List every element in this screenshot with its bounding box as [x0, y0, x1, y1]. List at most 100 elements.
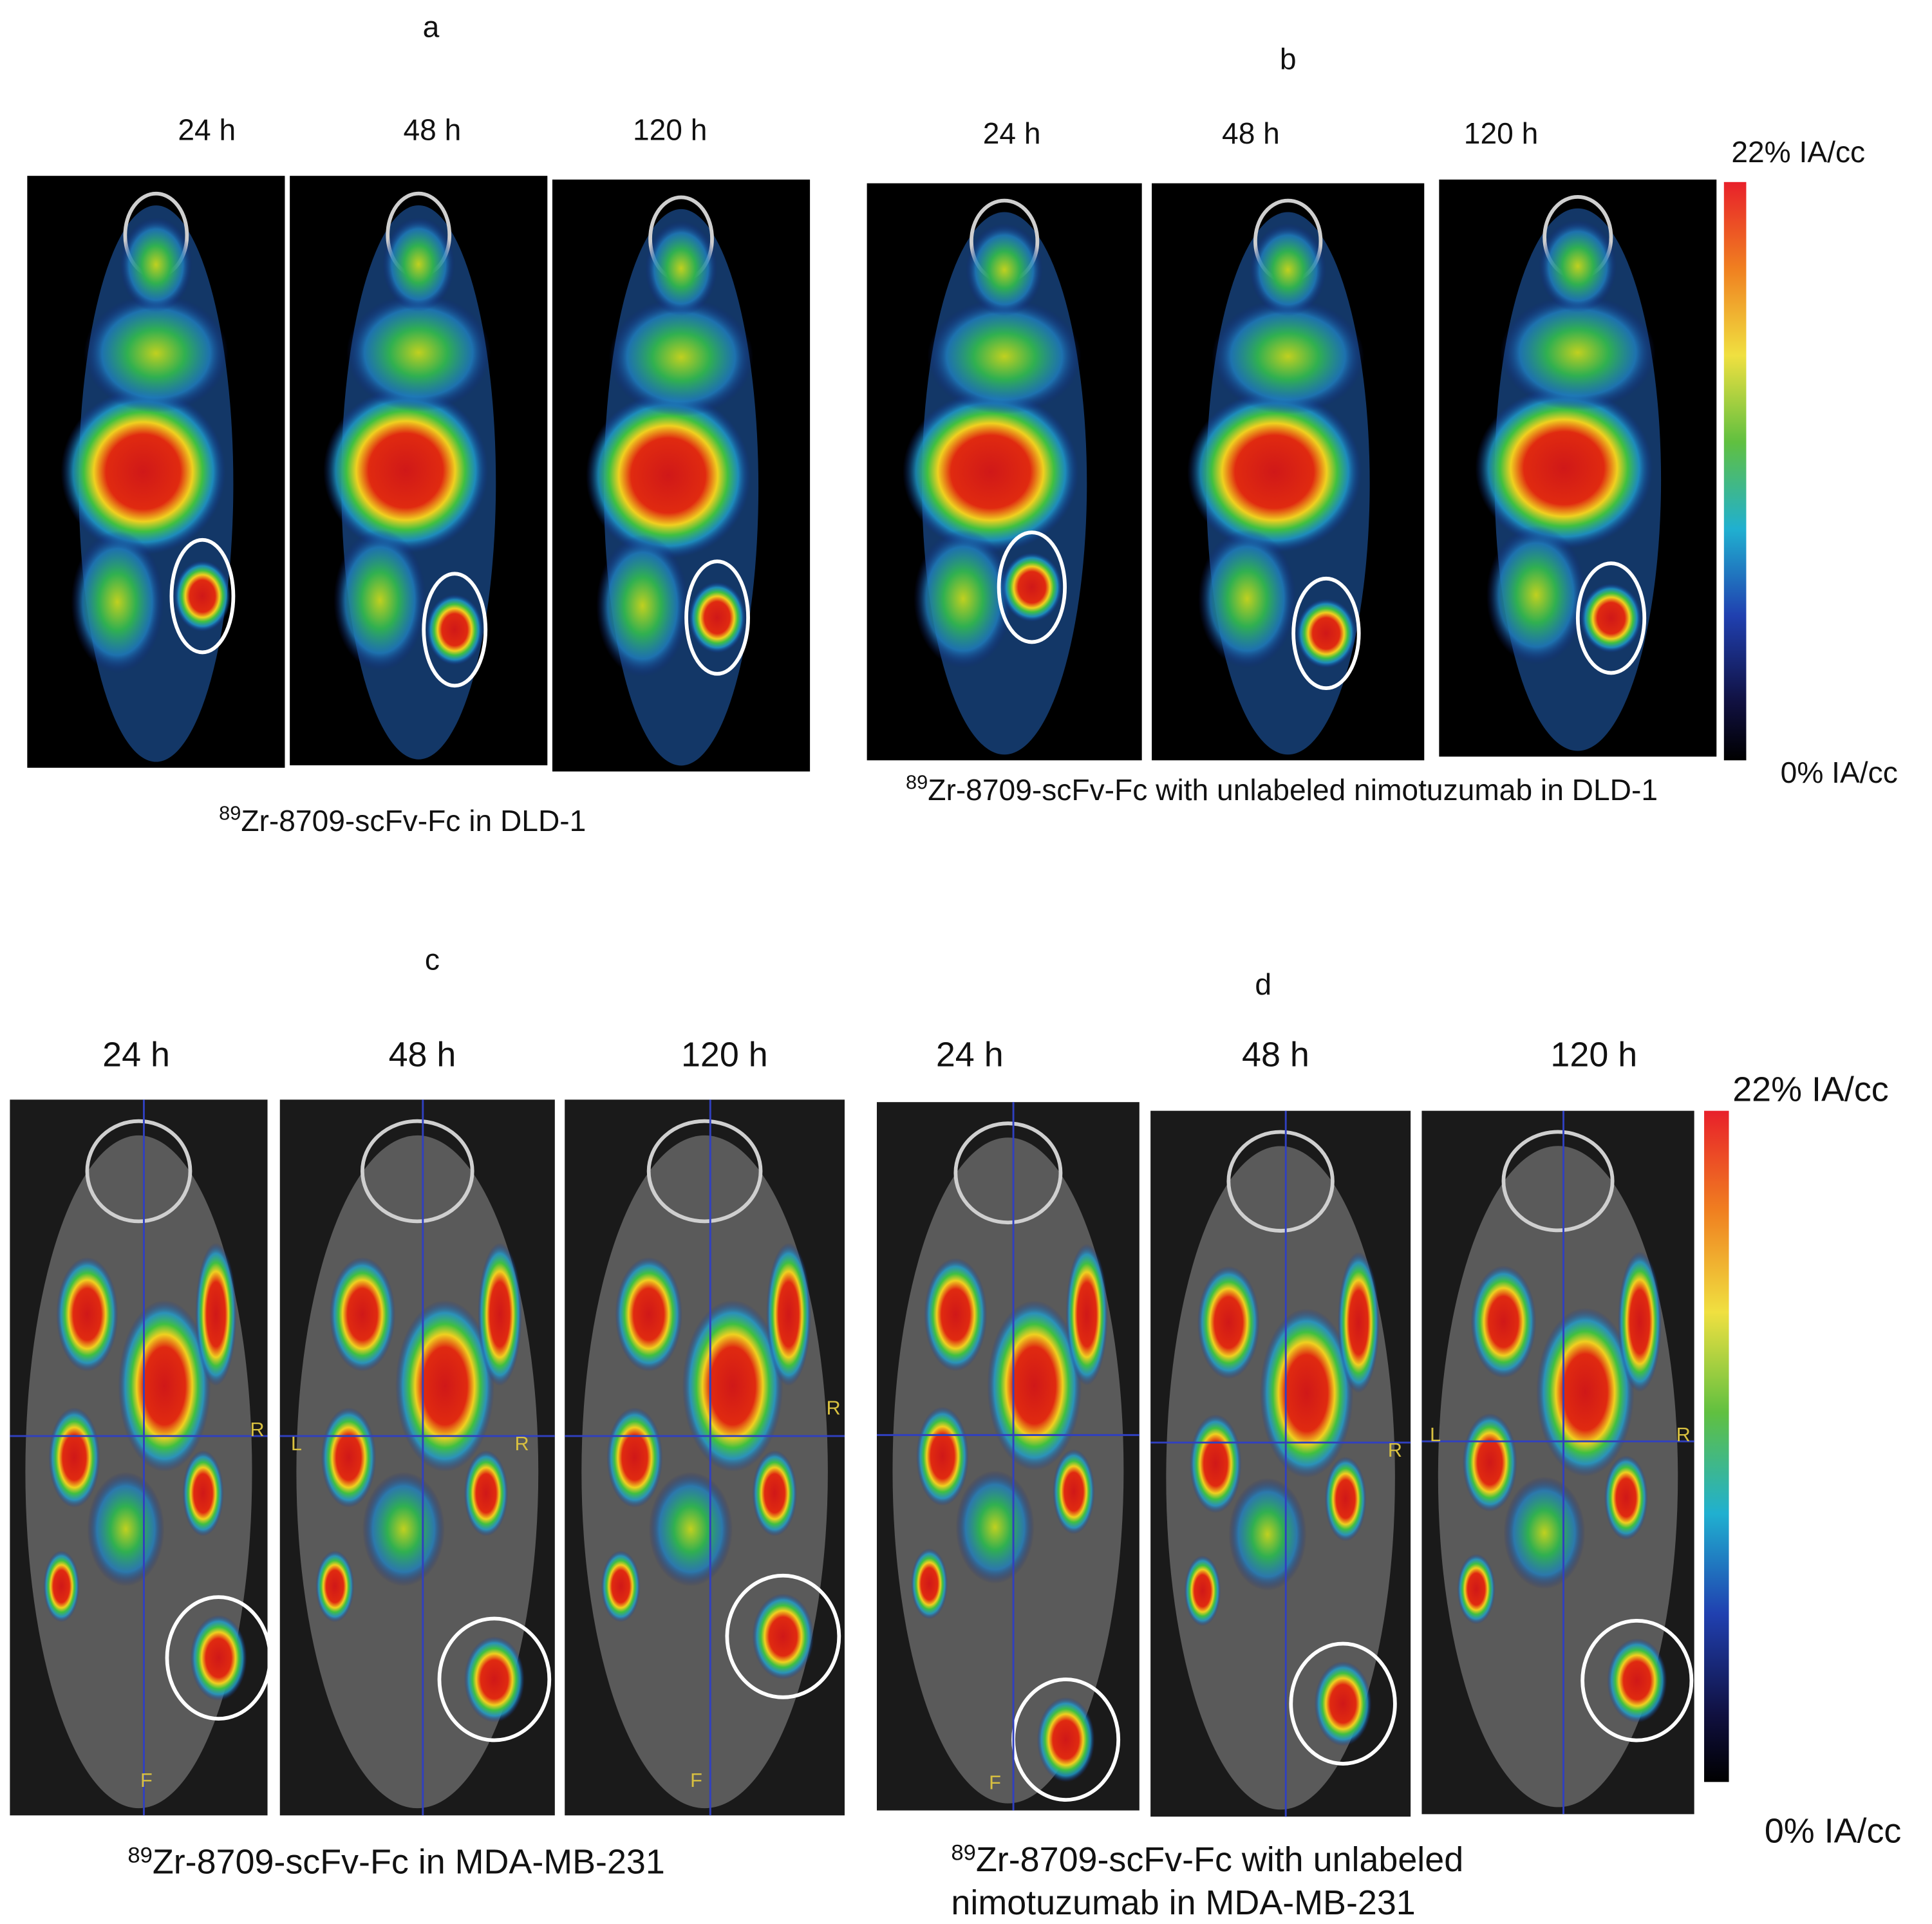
head	[646, 1119, 763, 1224]
uptake	[395, 1300, 494, 1472]
time-label: 24 h	[102, 1035, 170, 1074]
scan-image: F	[876, 1102, 1140, 1811]
uptake	[1259, 1308, 1354, 1478]
uptake	[596, 534, 689, 677]
tumor-uptake	[1296, 599, 1356, 668]
uptake	[61, 389, 226, 555]
caption: 89Zr-8709-scFv-Fc in DLD-1	[219, 802, 586, 837]
panel-letter: a	[423, 10, 440, 44]
uptake	[1536, 1307, 1635, 1477]
uptake	[1500, 295, 1656, 411]
tumor-uptake	[1001, 552, 1062, 622]
panel-letter: b	[1280, 42, 1297, 76]
uptake	[56, 1256, 118, 1372]
caption-text: nimotuzumab in MDA-MB-231	[951, 1883, 1415, 1922]
uptake	[329, 1256, 396, 1372]
tumor-circle	[1580, 1618, 1694, 1742]
tumor-uptake	[1314, 1661, 1372, 1746]
tumor-uptake	[1607, 1638, 1667, 1723]
tumor-uptake	[174, 560, 231, 632]
time-label: 24 h	[983, 117, 1041, 150]
caption: 89Zr-8709-scFv-Fc with unlabeled nimotuz…	[906, 771, 1658, 806]
isotope-superscript: 89	[951, 1841, 975, 1865]
tumor-circle	[1575, 561, 1647, 675]
caption: 89Zr-8709-scFv-Fc with unlabeled	[951, 1840, 1463, 1879]
scan-image: RF	[10, 1099, 272, 1816]
uptake	[606, 1407, 663, 1508]
colorbar	[1704, 1110, 1729, 1782]
uptake	[1212, 299, 1365, 415]
uptake	[1065, 1244, 1108, 1386]
head	[85, 1119, 192, 1224]
orientation-marker: F	[989, 1771, 1001, 1794]
time-label: 48 h	[1222, 117, 1280, 150]
time-label: 48 h	[1242, 1035, 1309, 1074]
orientation-marker: R	[250, 1418, 264, 1441]
tumor-uptake	[1036, 1697, 1095, 1782]
uptake	[382, 217, 455, 312]
tumor-uptake	[190, 1614, 247, 1701]
tumor-circle	[684, 559, 750, 676]
uptake	[87, 1471, 165, 1587]
uptake	[1189, 1414, 1242, 1513]
uptake	[315, 1550, 355, 1623]
caption: 89Zr-8709-scFv-Fc in MDA-MB-231	[127, 1843, 665, 1882]
head	[1501, 1130, 1615, 1233]
tumor-circle	[1291, 576, 1361, 691]
orientation-marker: R	[1676, 1423, 1691, 1446]
uptake	[1457, 1554, 1496, 1625]
uptake	[911, 1548, 948, 1620]
uptake	[321, 1407, 377, 1508]
scan-image	[1439, 179, 1717, 757]
tumor-circle	[169, 537, 236, 655]
uptake	[927, 299, 1082, 415]
caption-text: Zr-8709-scFv-Fc in DLD-1	[241, 804, 586, 837]
uptake	[1503, 1476, 1586, 1589]
uptake	[903, 391, 1079, 553]
uptake	[1604, 1455, 1648, 1540]
uptake	[1486, 525, 1586, 665]
uptake	[43, 1550, 80, 1623]
uptake	[1250, 223, 1326, 316]
orientation-marker: R	[1388, 1439, 1402, 1461]
tumor-circle	[437, 1616, 552, 1742]
uptake	[346, 294, 491, 412]
orientation-marker: F	[140, 1769, 153, 1791]
uptake	[333, 529, 427, 671]
orientation-marker: L	[291, 1432, 302, 1455]
head	[953, 1121, 1063, 1225]
uptake	[118, 1300, 211, 1472]
tumor-circle	[422, 572, 488, 688]
head	[360, 1119, 474, 1224]
uptake	[955, 1470, 1035, 1584]
panel-letter: d	[1255, 967, 1271, 1001]
uptake	[182, 1450, 224, 1536]
scan-image: RF	[565, 1099, 845, 1816]
caption-text: Zr-8709-scFv-Fc in MDA-MB-231	[153, 1843, 665, 1882]
uptake	[966, 223, 1043, 316]
time-label: 120 h	[1550, 1035, 1637, 1074]
orientation-marker: L	[1430, 1423, 1441, 1446]
caption: nimotuzumab in MDA-MB-231	[951, 1883, 1415, 1922]
tumor-circle	[997, 530, 1067, 644]
uptake	[1198, 529, 1297, 668]
tumor-circle	[165, 1595, 272, 1721]
time-label: 24 h	[936, 1035, 1004, 1074]
time-label: 48 h	[389, 1035, 456, 1074]
orientation-marker: R	[826, 1397, 840, 1419]
uptake	[478, 1242, 522, 1387]
colorbar	[1723, 182, 1747, 761]
time-label: 120 h	[633, 113, 708, 146]
scan-image	[1152, 183, 1425, 761]
time-label: 120 h	[681, 1035, 768, 1074]
colorbar-min-label: 0% IA/cc	[1765, 1812, 1902, 1851]
uptake	[71, 530, 164, 673]
isotope-superscript: 89	[127, 1843, 152, 1867]
uptake	[601, 1550, 641, 1623]
uptake	[48, 1407, 100, 1508]
colorbar-max-label: 22% IA/cc	[1731, 135, 1865, 169]
uptake	[924, 1258, 988, 1372]
uptake	[84, 294, 229, 413]
